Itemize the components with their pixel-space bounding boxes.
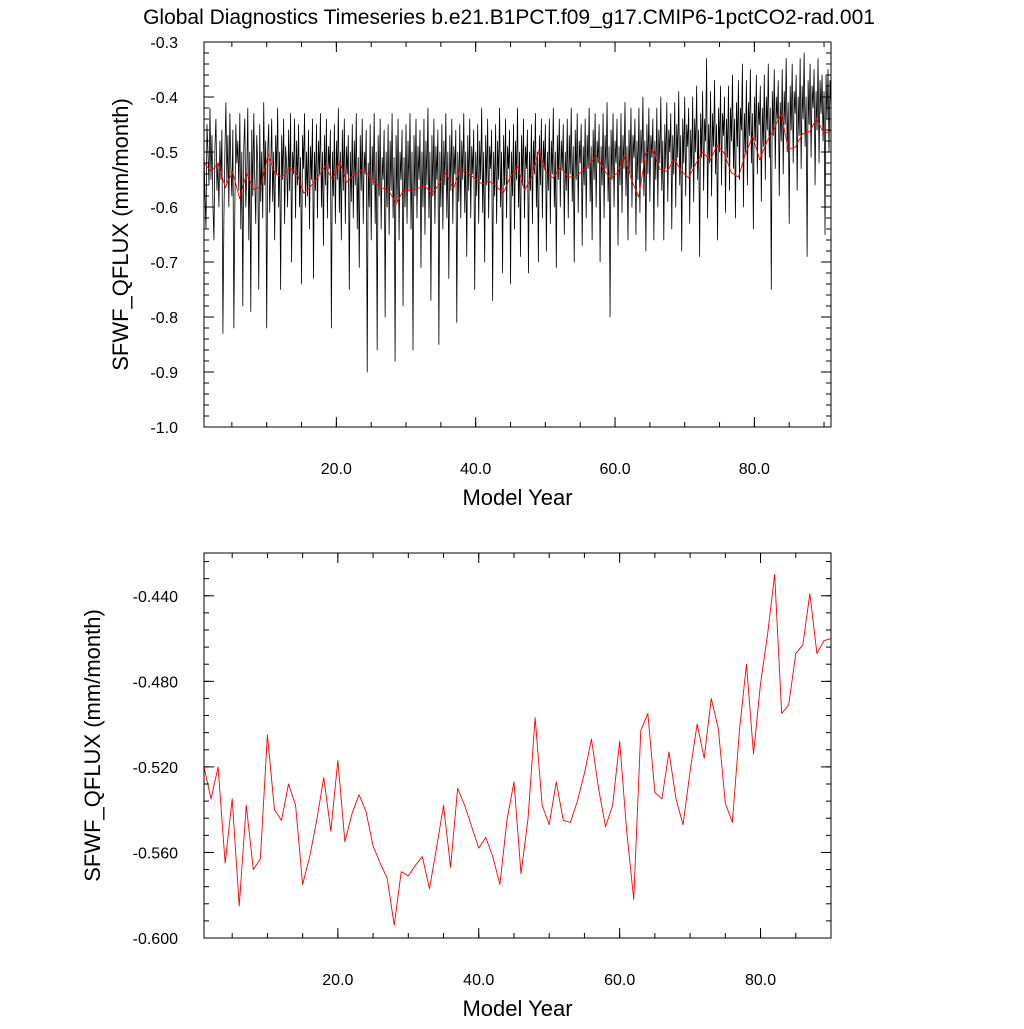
y-tick-label: -0.6: [150, 200, 178, 217]
y-tick-label: -0.520: [133, 760, 178, 777]
series-line-2: [203, 113, 832, 205]
series-line-1: [203, 52, 832, 373]
bottom-panel: -0.600 -0.560 -0.520 -0.480 -0.440 20.0 40.0 60…: [80, 552, 832, 1021]
x-tick-label: 60.0: [604, 972, 635, 989]
x-tick-label: 80.0: [745, 972, 776, 989]
y-tick-label: -0.7: [150, 255, 178, 272]
y-tick-label: -0.480: [133, 674, 178, 691]
y-tick-label: -0.9: [150, 365, 178, 382]
y-tick-label: -0.5: [150, 145, 178, 162]
top-panel: -1.0 -0.9 -0.8 -0.7 -0.6 -0.5 -0.4 -0.3 20.0 40.0…: [108, 35, 832, 510]
x-tick-label: 60.0: [599, 461, 630, 478]
y-axis-title: SFWF_QFLUX (mm/month): [108, 98, 133, 371]
y-axis-title: SFWF_QFLUX (mm/month): [80, 609, 105, 882]
y-tick-label: -0.4: [150, 90, 178, 107]
x-tick-label: 40.0: [460, 461, 491, 478]
y-tick-label: -0.600: [133, 931, 178, 948]
figure-title: Global Diagnostics Timeseries b.e21.B1PC…: [143, 6, 875, 29]
y-tick-label: -0.8: [150, 310, 178, 327]
plot-frame: [203, 41, 832, 428]
y-tick-label: -0.440: [133, 589, 178, 606]
y-tick-label: -1.0: [150, 420, 178, 437]
plot-frame: [203, 552, 832, 939]
y-tick-label: -0.560: [133, 845, 178, 862]
tick-marks: [204, 553, 832, 939]
x-tick-label: 40.0: [463, 972, 494, 989]
series-line-1: [203, 573, 832, 926]
x-axis-title: Model Year: [462, 485, 572, 510]
tick-marks: [204, 41, 831, 428]
y-tick-label: -0.3: [150, 35, 178, 52]
x-tick-label: 20.0: [321, 461, 352, 478]
x-axis-title: Model Year: [462, 996, 572, 1021]
x-tick-label: 80.0: [739, 461, 770, 478]
x-tick-label: 20.0: [322, 972, 353, 989]
